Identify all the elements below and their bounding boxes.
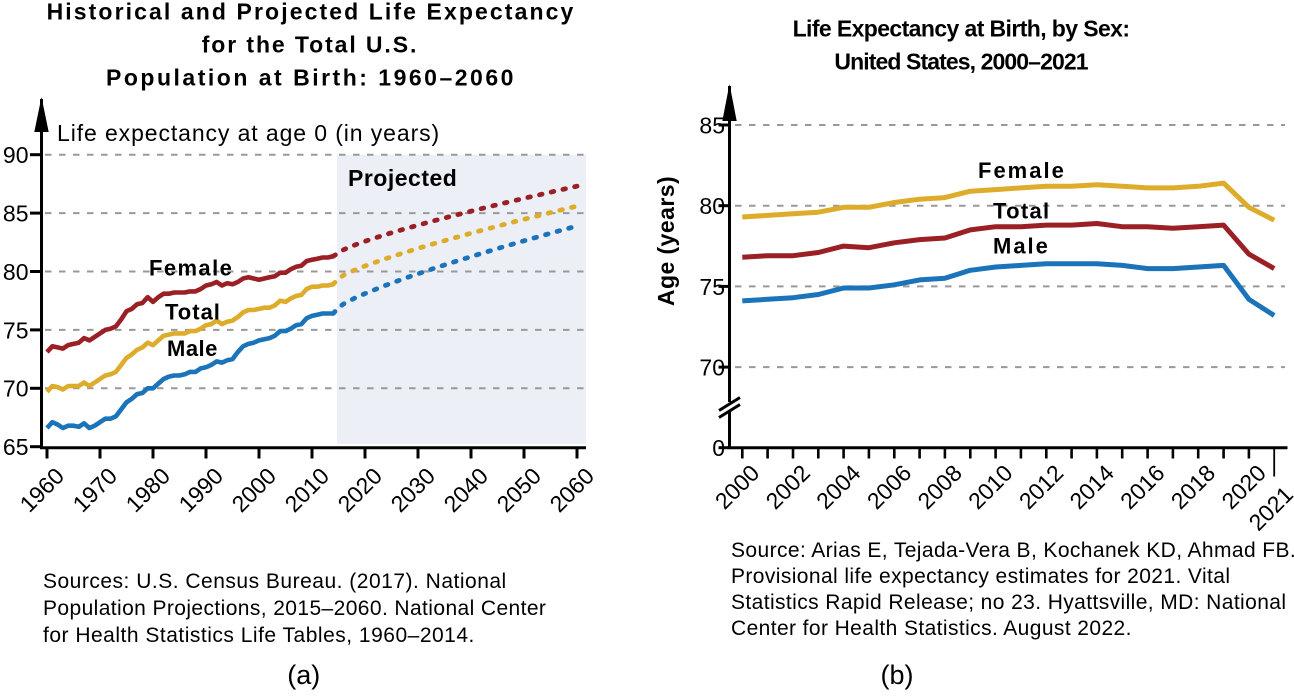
svg-text:80: 80	[699, 193, 725, 219]
svg-text:Male: Male	[993, 234, 1050, 259]
svg-text:(a): (a)	[287, 660, 320, 690]
svg-text:Age (years): Age (years)	[653, 176, 679, 306]
svg-text:70: 70	[699, 355, 725, 381]
svg-text:75: 75	[3, 317, 29, 343]
svg-text:90: 90	[3, 142, 29, 168]
svg-text:Statistics Rapid Release; no 2: Statistics Rapid Release; no 23. Hyattsv…	[731, 591, 1286, 614]
svg-text:(b): (b)	[881, 660, 914, 690]
svg-text:Life Expectancy at Birth, by S: Life Expectancy at Birth, by Sex:	[793, 16, 1130, 42]
svg-text:Population at Birth: 1960–2060: Population at Birth: 1960–2060	[106, 65, 516, 91]
svg-text:Provisional life expectancy es: Provisional life expectancy estimates fo…	[731, 565, 1230, 588]
svg-text:65: 65	[3, 434, 29, 460]
svg-text:Total: Total	[165, 300, 221, 325]
svg-text:Historical and Projected Life: Historical and Projected Life Expectancy	[47, 0, 576, 25]
svg-text:70: 70	[3, 376, 29, 402]
svg-text:for the Total U.S.: for the Total U.S.	[202, 32, 419, 58]
svg-text:85: 85	[3, 201, 29, 227]
svg-text:Total: Total	[993, 199, 1050, 224]
svg-text:80: 80	[3, 259, 29, 285]
svg-text:Population Projections, 2015–2: Population Projections, 2015–2060. Natio…	[43, 597, 546, 620]
svg-text:75: 75	[699, 274, 725, 300]
svg-text:85: 85	[699, 112, 725, 138]
svg-text:Center for Health Statistics.: Center for Health Statistics. August 202…	[731, 617, 1132, 640]
svg-text:Male: Male	[167, 336, 218, 361]
svg-text:Projected: Projected	[348, 165, 457, 191]
svg-text:Female: Female	[978, 158, 1066, 183]
svg-text:0: 0	[712, 435, 725, 461]
svg-text:Life expectancy at age 0 (in y: Life expectancy at age 0 (in years)	[57, 120, 440, 146]
svg-text:United States, 2000–2021: United States, 2000–2021	[834, 49, 1088, 75]
svg-text:Sources: U.S. Census Bureau. (: Sources: U.S. Census Bureau. (2017). Nat…	[43, 570, 507, 593]
svg-text:for Health Statistics Life Tab: for Health Statistics Life Tables, 1960–…	[43, 624, 475, 647]
svg-text:Female: Female	[149, 256, 233, 281]
svg-text:Source: Arias E, Tejada-Vera B: Source: Arias E, Tejada-Vera B, Kochanek…	[731, 539, 1294, 562]
